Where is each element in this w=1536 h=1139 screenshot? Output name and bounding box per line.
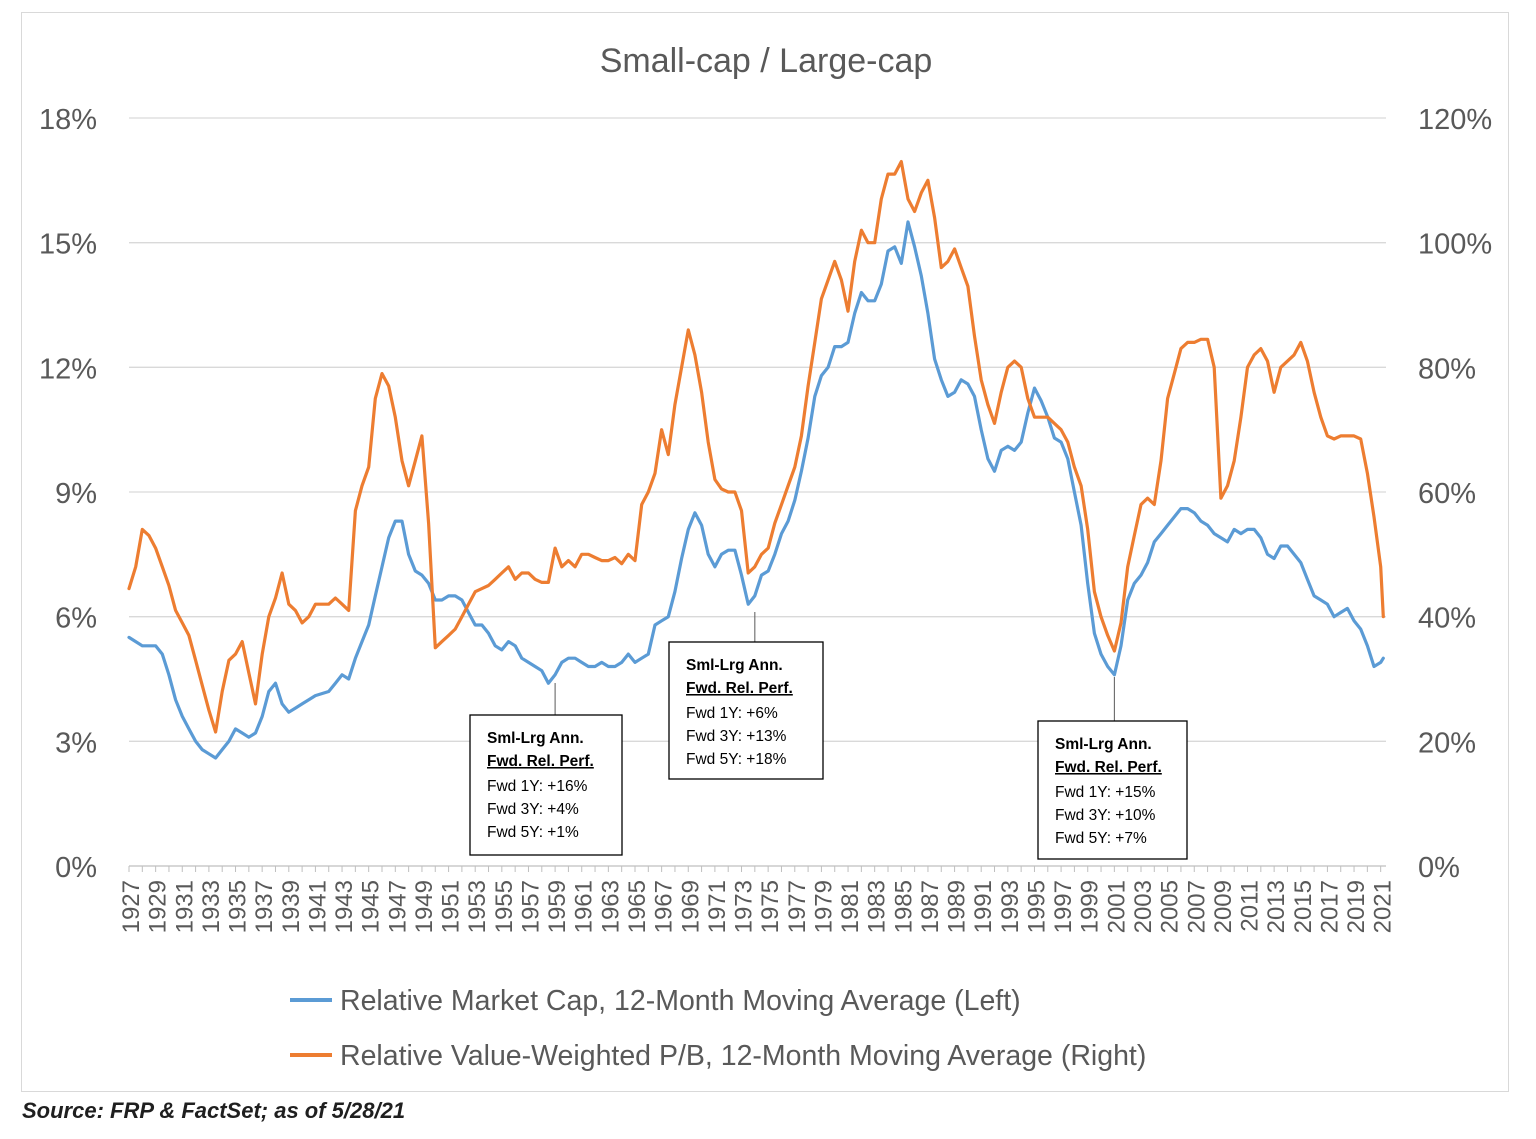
left-tick-label: 9% [55, 478, 97, 510]
x-tick-label: 1985 [890, 880, 917, 933]
x-tick-label: 1967 [651, 880, 678, 933]
left-tick-label: 3% [55, 727, 97, 759]
x-tick-label: 1965 [624, 880, 651, 933]
annotation-subheading: Fwd. Rel. Perf. [686, 680, 793, 697]
left-tick-label: 12% [39, 353, 97, 385]
annotation-box [1037, 720, 1188, 860]
x-tick-label: 2003 [1130, 880, 1157, 933]
x-tick-label: 2017 [1316, 880, 1343, 933]
left-tick-label: 0% [55, 852, 97, 884]
annotation-heading: Sml-Lrg Ann. [487, 730, 584, 747]
x-tick-label: 1973 [731, 880, 758, 933]
annotation-subheading: Fwd. Rel. Perf. [1055, 759, 1162, 776]
annotation-box [668, 641, 824, 780]
x-tick-label: 1941 [304, 880, 331, 933]
x-tick-label: 1977 [784, 880, 811, 933]
annotation-line: Fwd 3Y: +13% [686, 728, 787, 745]
x-tick-label: 1957 [517, 880, 544, 933]
x-tick-label: 2019 [1343, 880, 1370, 933]
x-tick-label: 2009 [1210, 880, 1237, 933]
x-tick-label: 1937 [251, 880, 278, 933]
x-tick-label: 2015 [1290, 880, 1317, 933]
annotation-line: Fwd 3Y: +10% [1055, 807, 1156, 824]
annotation-box [469, 714, 623, 856]
right-tick-label: 20% [1418, 727, 1476, 759]
x-tick-label: 1933 [198, 880, 225, 933]
x-tick-label: 1947 [384, 880, 411, 933]
x-tick-label: 1993 [997, 880, 1024, 933]
x-tick-label: 2001 [1103, 880, 1130, 933]
x-tick-label: 1999 [1077, 880, 1104, 933]
left-tick-label: 18% [39, 104, 97, 136]
annotation-line: Fwd 1Y: +6% [686, 705, 778, 722]
x-tick-label: 1979 [810, 880, 837, 933]
x-tick-label: 1927 [118, 880, 145, 933]
x-tick-label: 1955 [491, 880, 518, 933]
x-tick-label: 1929 [145, 880, 172, 933]
x-tick-label: 1961 [571, 880, 598, 933]
legend-label: Relative Market Cap, 12-Month Moving Ave… [340, 985, 1021, 1017]
annotation-line: Fwd 5Y: +18% [686, 751, 787, 768]
x-tick-label: 1945 [358, 880, 385, 933]
x-tick-label: 2005 [1157, 880, 1184, 933]
annotation-line: Fwd 3Y: +4% [487, 801, 579, 818]
right-tick-label: 120% [1418, 104, 1492, 136]
x-tick-label: 1987 [917, 880, 944, 933]
x-tick-label: 2013 [1263, 880, 1290, 933]
x-tick-label: 1951 [438, 880, 465, 933]
right-tick-label: 0% [1418, 852, 1460, 884]
legend-label: Relative Value-Weighted P/B, 12-Month Mo… [340, 1040, 1146, 1072]
left-tick-label: 6% [55, 603, 97, 635]
annotation-line: Fwd 1Y: +15% [1055, 784, 1156, 801]
annotation-line: Fwd 5Y: +7% [1055, 830, 1147, 847]
x-tick-label: 1959 [544, 880, 571, 933]
x-tick-label: 1931 [171, 880, 198, 933]
series-line-pb [127, 160, 1385, 734]
x-tick-label: 1991 [970, 880, 997, 933]
x-tick-label: 1997 [1050, 880, 1077, 933]
source-note: Source: FRP & FactSet; as of 5/28/21 [22, 1098, 406, 1123]
annotation-line: Fwd 5Y: +1% [487, 824, 579, 841]
x-tick-label: 1981 [837, 880, 864, 933]
x-tick-label: 2011 [1237, 880, 1264, 932]
x-tick-label: 1975 [757, 880, 784, 933]
x-tick-label: 1935 [225, 880, 252, 933]
right-tick-label: 40% [1418, 603, 1476, 635]
x-tick-label: 1989 [944, 880, 971, 933]
series-line-market-cap [127, 220, 1385, 760]
x-tick-label: 1971 [704, 880, 731, 933]
x-tick-label: 1949 [411, 880, 438, 933]
annotation-line: Fwd 1Y: +16% [487, 778, 588, 795]
x-tick-label: 2007 [1183, 880, 1210, 933]
left-tick-label: 15% [39, 229, 97, 261]
right-tick-label: 60% [1418, 478, 1476, 510]
annotation-subheading: Fwd. Rel. Perf. [487, 753, 594, 770]
x-tick-label: 1969 [677, 880, 704, 933]
x-tick-label: 1943 [331, 880, 358, 933]
x-tick-label: 1963 [597, 880, 624, 933]
right-tick-label: 80% [1418, 353, 1476, 385]
chart-title: Small-cap / Large-cap [600, 42, 933, 80]
x-tick-label: 1953 [464, 880, 491, 933]
annotation-heading: Sml-Lrg Ann. [1055, 736, 1152, 753]
annotation-heading: Sml-Lrg Ann. [686, 657, 783, 674]
x-tick-label: 1995 [1023, 880, 1050, 933]
x-tick-label: 2021 [1370, 880, 1397, 933]
x-tick-label: 1939 [278, 880, 305, 933]
right-tick-label: 100% [1418, 229, 1492, 261]
x-tick-label: 1983 [864, 880, 891, 933]
